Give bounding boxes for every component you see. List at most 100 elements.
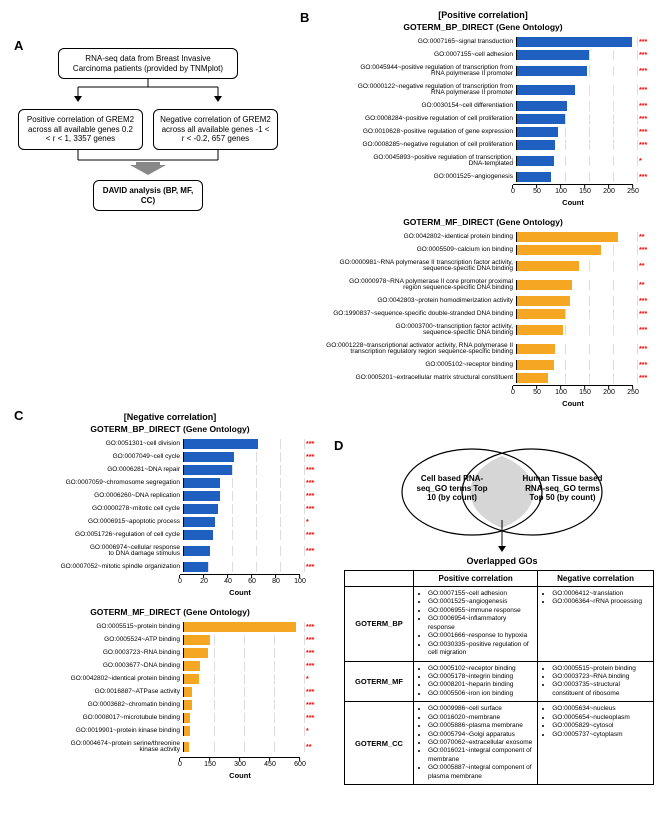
go-item: GO:0070062~extracellular exosome: [428, 739, 533, 747]
go-item: GO:0006954~inflammatory response: [428, 615, 533, 632]
significance: ***: [639, 298, 647, 305]
go-item: GO:0008201~heparin binding: [428, 681, 533, 689]
bar: [184, 504, 218, 514]
significance: ***: [639, 129, 647, 136]
go-item: GO:0005506~iron ion binding: [428, 690, 533, 698]
bar: [184, 517, 215, 527]
chart-title: GOTERM_BP_DIRECT (Gene Ontology): [20, 424, 320, 434]
go-item: GO:0030335~positive regulation of cell m…: [428, 641, 533, 658]
bar: [517, 245, 601, 255]
chart-title: GOTERM_MF_DIRECT (Gene Ontology): [308, 217, 658, 227]
go-item: GO:0016020~membrane: [428, 714, 533, 722]
go-item: GO:0007155~cell adhesion: [428, 590, 533, 598]
significance: ***: [639, 103, 647, 110]
venn-diagram: Cell based RNA-seq_GO terms Top 10 (by c…: [382, 442, 622, 552]
bar: [184, 530, 213, 540]
go-item: GO:0001666~response to hypoxia: [428, 632, 533, 640]
go-item: GO:0005737~cytoplasm: [552, 731, 649, 739]
bar: [184, 465, 232, 475]
significance: ***: [639, 362, 647, 369]
panel-d: Cell based RNA-seq_GO terms Top 10 (by c…: [344, 442, 660, 785]
bar: [184, 648, 208, 658]
bar: [517, 37, 632, 47]
panel-d-label: D: [334, 438, 343, 453]
significance: ***: [639, 39, 647, 46]
go-item: GO:0005178~integrin binding: [428, 673, 533, 681]
significance: ***: [306, 637, 314, 644]
go-item: GO:0005886~plasma membrane: [428, 722, 533, 730]
significance: ***: [306, 454, 314, 461]
bar: [517, 344, 555, 354]
bar: [517, 280, 572, 290]
significance: ***: [306, 663, 314, 670]
significance: ***: [639, 87, 647, 94]
significance: ***: [639, 247, 647, 254]
bar: [517, 66, 587, 76]
bar: [184, 700, 192, 710]
significance: ***: [306, 441, 314, 448]
panel-c-header: [Negative correlation]: [20, 412, 320, 422]
significance: ***: [306, 715, 314, 722]
bar: [517, 373, 548, 383]
go-item: GO:0005515~protein binding: [552, 665, 649, 673]
significance: ***: [639, 52, 647, 59]
go-item: GO:0005654~nucleoplasm: [552, 714, 649, 722]
go-item: GO:0001525~angiogenesis: [428, 598, 533, 606]
bar: [517, 101, 567, 111]
significance: **: [306, 744, 311, 751]
bar: [184, 635, 210, 645]
fc-box-neg: Negative correlation of GREM2 across all…: [153, 109, 278, 150]
significance: **: [639, 263, 644, 270]
chart-c-bp: GOTERM_BP_DIRECT (Gene Ontology)GO:00513…: [20, 424, 320, 597]
fc-box-top: RNA-seq data from Breast Invasive Carcin…: [58, 48, 238, 79]
bar: [517, 114, 565, 124]
bar: [184, 726, 190, 736]
fc-box-david: DAVID analysis (BP, MF, CC): [93, 180, 203, 211]
bar: [184, 491, 220, 501]
chart-title: GOTERM_BP_DIRECT (Gene Ontology): [308, 22, 658, 32]
significance: ***: [306, 564, 314, 571]
bar: [517, 127, 558, 137]
venn-left-label: Cell based RNA-seq_GO terms Top 10 (by c…: [412, 474, 492, 503]
bar: [517, 172, 551, 182]
bar: [184, 661, 200, 671]
go-item: GO:0005887~integral component of plasma …: [428, 764, 533, 781]
fc-box-pos: Positive correlation of GREM2 across all…: [18, 109, 143, 150]
significance: *: [306, 519, 309, 526]
bar: [184, 742, 189, 752]
bar: [184, 478, 220, 488]
significance: **: [639, 282, 644, 289]
significance: ***: [306, 480, 314, 487]
chart-c-mf: GOTERM_MF_DIRECT (Gene Ontology)GO:00055…: [20, 607, 320, 780]
significance: ***: [639, 346, 647, 353]
bar: [517, 360, 554, 370]
significance: ***: [306, 702, 314, 709]
bar: [517, 296, 570, 306]
go-item: GO:0006364~rRNA processing: [552, 598, 649, 606]
go-item: GO:0005102~receptor binding: [428, 665, 533, 673]
significance: ***: [639, 174, 647, 181]
go-item: GO:0006412~translation: [552, 590, 649, 598]
go-item: GO:0009986~cell surface: [428, 705, 533, 713]
significance: ***: [639, 116, 647, 123]
significance: ***: [306, 650, 314, 657]
chart-b-mf: GOTERM_MF_DIRECT (Gene Ontology)GO:00428…: [308, 217, 658, 408]
bar: [517, 50, 589, 60]
chart-b-bp: GOTERM_BP_DIRECT (Gene Ontology)GO:00071…: [308, 22, 658, 207]
significance: ***: [639, 327, 647, 334]
fc-split-arrow: [18, 79, 278, 104]
overlap-label: Overlapped GOs: [344, 556, 660, 566]
panel-a-flowchart: RNA-seq data from Breast Invasive Carcin…: [18, 48, 278, 211]
significance: ***: [306, 493, 314, 500]
panel-b-header: [Positive correlation]: [308, 10, 658, 20]
bar: [517, 309, 565, 319]
bar: [184, 687, 192, 697]
fc-merge-arrow: [18, 150, 278, 175]
go-item: GO:0003723~RNA binding: [552, 673, 649, 681]
bar: [517, 232, 618, 242]
significance: ***: [306, 467, 314, 474]
bar: [184, 546, 210, 556]
go-item: GO:0005634~nucleus: [552, 705, 649, 713]
significance: *: [639, 158, 642, 165]
bar: [184, 439, 258, 449]
